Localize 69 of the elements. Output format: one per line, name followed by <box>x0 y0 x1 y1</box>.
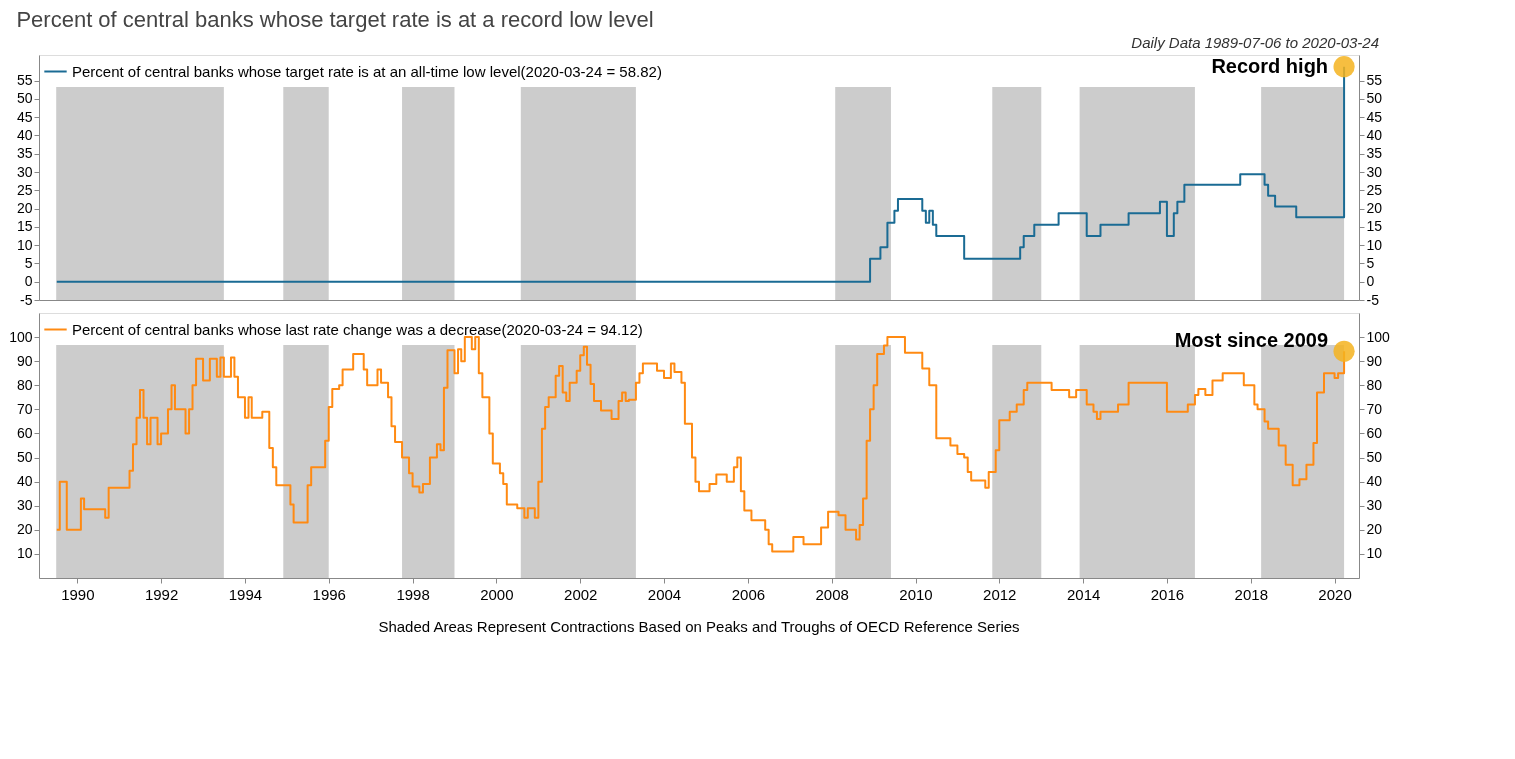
y2-tick-label: 40 <box>1366 473 1383 490</box>
y2-tick-label: 20 <box>1366 521 1383 538</box>
x-tick-label: 2016 <box>1150 585 1185 603</box>
y-tick-label: 45 <box>16 108 33 125</box>
annotation: Most since 2009 <box>1174 329 1329 352</box>
y2-tick-label: 50 <box>1366 90 1383 107</box>
x-tick-label: 1994 <box>228 585 263 603</box>
text: Shaded Areas Represent Contractions Based on Peaks and Troughs of OECD Reference Series <box>378 618 1020 635</box>
x-tick-label: 2000 <box>480 585 514 603</box>
x-tick-label: 2014 <box>1066 585 1101 603</box>
legend-label: Percent of central banks whose last rate change was a decrease(2020-03-24 = 94.12) <box>72 320 643 338</box>
y2-tick-label: 90 <box>1366 352 1383 369</box>
y2-tick-label: 0 <box>1366 273 1375 290</box>
y-tick-label: 15 <box>16 218 33 235</box>
y2-tick-label: 30 <box>1366 163 1383 180</box>
y2-tick-label: 30 <box>1366 497 1383 514</box>
chart-title: Percent of central banks whose target rate is at a record low level <box>16 7 654 32</box>
y-tick-label: 10 <box>16 236 33 253</box>
x-tick-label: 2002 <box>564 585 598 603</box>
y-tick-label: 35 <box>16 145 33 162</box>
x-tick-label: 2008 <box>815 585 849 603</box>
annotation: Record high <box>1211 54 1329 77</box>
y2-tick-label: 15 <box>1366 218 1383 235</box>
y-tick-label: -5 <box>20 291 33 308</box>
x-tick-label: 1996 <box>312 585 346 603</box>
x-tick-label: 1990 <box>61 585 95 603</box>
x-tick-label: 2010 <box>899 585 933 603</box>
y2-tick-label: 25 <box>1366 181 1383 198</box>
y-tick-label: 40 <box>16 126 33 143</box>
y2-tick-label: 10 <box>1366 545 1383 562</box>
y-tick-label: 50 <box>16 449 33 466</box>
x-tick-label: 2018 <box>1234 585 1268 603</box>
y2-tick-label: 45 <box>1366 108 1383 125</box>
y2-tick-label: 70 <box>1366 400 1383 417</box>
y2-tick-label: 20 <box>1366 200 1383 217</box>
y-tick-label: 50 <box>16 90 33 107</box>
y2-tick-label: -5 <box>1366 291 1380 308</box>
y2-tick-label: 55 <box>1366 72 1383 89</box>
x-tick-label: 2004 <box>647 585 682 603</box>
y-tick-label: 5 <box>24 254 33 271</box>
y2-tick-label: 10 <box>1366 236 1383 253</box>
y2-tick-label: 60 <box>1366 424 1383 441</box>
y-tick-label: 60 <box>16 424 33 441</box>
y-tick-label: 80 <box>16 376 33 393</box>
y2-tick-label: 80 <box>1366 376 1383 393</box>
x-tick-label: 2012 <box>983 585 1017 603</box>
y-tick-label: 0 <box>24 273 33 290</box>
y-tick-label: 70 <box>16 400 33 417</box>
chart-subtitle: Daily Data 1989-07-06 to 2020-03-24 <box>1131 34 1379 51</box>
y-tick-label: 25 <box>16 181 33 198</box>
y-tick-label: 90 <box>16 352 33 369</box>
y-tick-label: 55 <box>16 72 33 89</box>
x-tick-label: 1992 <box>144 585 179 603</box>
y-tick-label: 40 <box>16 473 33 490</box>
y-tick-label: 20 <box>16 521 33 538</box>
y2-tick-label: 5 <box>1366 254 1375 271</box>
y2-tick-label: 50 <box>1366 449 1383 466</box>
x-tick-label: 2006 <box>731 585 766 603</box>
y2-tick-label: 100 <box>1366 328 1391 345</box>
x-tick-label: 1998 <box>396 585 430 603</box>
y-tick-label: 10 <box>16 545 33 562</box>
x-tick-label: 2020 <box>1318 585 1352 603</box>
legend-label: Percent of central banks whose target rate is at an all-time low level(2020-03-24 = 58.82) <box>72 62 662 80</box>
y-tick-label: 20 <box>16 200 33 217</box>
y2-tick-label: 35 <box>1366 145 1383 162</box>
y-tick-label: 30 <box>16 497 33 514</box>
y-tick-label: 30 <box>16 163 33 180</box>
y2-tick-label: 40 <box>1366 126 1383 143</box>
y-tick-label: 100 <box>9 328 33 345</box>
